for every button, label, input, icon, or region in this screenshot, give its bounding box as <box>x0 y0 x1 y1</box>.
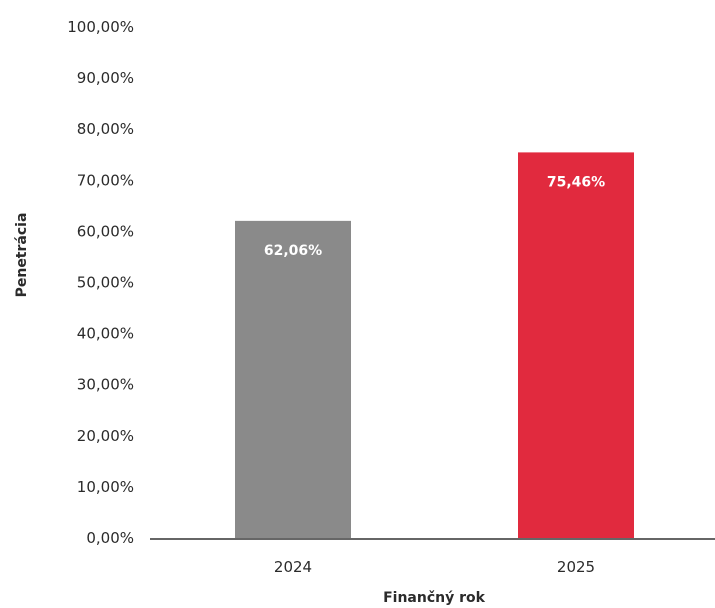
y-tick-label: 90,00% <box>77 69 134 87</box>
bar-2025 <box>518 152 634 538</box>
y-tick-label: 100,00% <box>67 18 134 36</box>
y-tick-label: 70,00% <box>77 171 134 189</box>
data-label-2025: 75,46% <box>547 174 605 190</box>
x-tick-label-2024: 2024 <box>274 558 312 576</box>
y-tick-label: 30,00% <box>77 376 134 394</box>
x-axis-title: Finančný rok <box>383 590 486 606</box>
y-tick-label: 80,00% <box>77 120 134 138</box>
bars <box>235 152 634 538</box>
y-tick-label: 60,00% <box>77 222 134 240</box>
data-labels: 62,06% 75,46% <box>264 174 605 258</box>
y-tick-label: 40,00% <box>77 325 134 343</box>
bar-2024 <box>235 220 351 538</box>
x-axis-ticks: 2024 2025 <box>274 558 595 576</box>
y-tick-label: 20,00% <box>77 427 134 445</box>
y-tick-label: 10,00% <box>77 478 134 496</box>
data-label-2024: 62,06% <box>264 243 322 259</box>
y-tick-label: 0,00% <box>86 529 134 547</box>
y-axis-title: Penetrácia <box>14 213 30 298</box>
x-tick-label-2025: 2025 <box>557 558 595 576</box>
y-tick-label: 50,00% <box>77 274 134 292</box>
y-axis-ticks: 0,00% 10,00% 20,00% 30,00% 40,00% 50,00% 60,00… <box>67 18 134 547</box>
